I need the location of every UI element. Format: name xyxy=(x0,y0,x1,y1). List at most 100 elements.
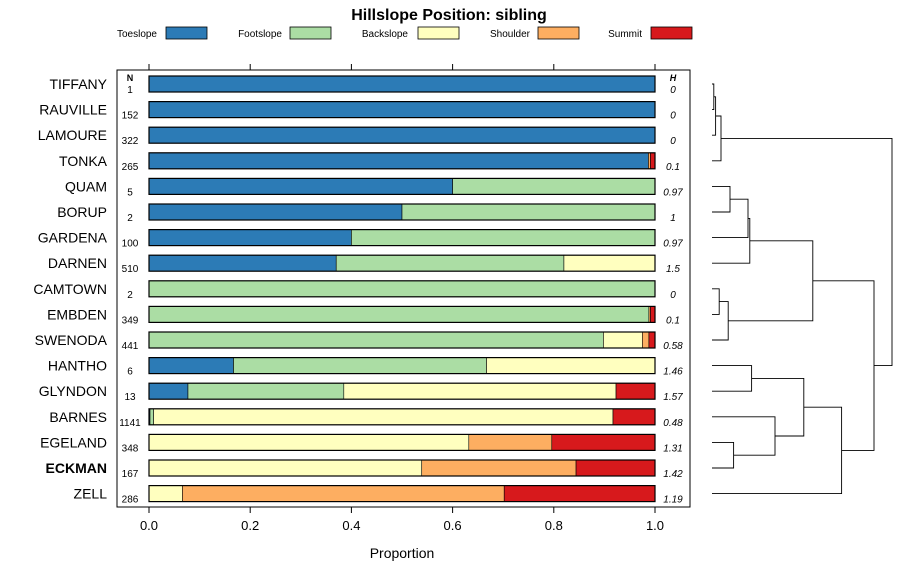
bar-barnes-backslope xyxy=(153,408,614,426)
category-label-eckman: ECKMAN xyxy=(46,460,107,476)
n-label-camtown: 2 xyxy=(127,290,133,301)
legend-label-summit: Summit xyxy=(608,29,642,40)
bar-outline-borup xyxy=(148,203,656,221)
n-label-quam: 5 xyxy=(127,187,133,198)
bar-tiffany-toeslope xyxy=(148,75,656,93)
h-label-glyndon: 1.57 xyxy=(663,392,683,403)
bar-hantho-backslope xyxy=(486,357,656,374)
bar-camtown-footslope xyxy=(148,280,656,298)
bar-glyndon-backslope xyxy=(343,382,617,400)
dendrogram-branch xyxy=(712,406,843,495)
bar-outline-camtown xyxy=(148,280,656,298)
h-label-quam: 0.97 xyxy=(663,187,683,198)
category-label-zell: ZELL xyxy=(74,486,108,502)
n-label-egeland: 348 xyxy=(122,443,139,454)
h-label-egeland: 1.31 xyxy=(663,443,682,454)
bar-egeland-backslope xyxy=(148,434,470,451)
legend-swatch-shoulder xyxy=(537,26,580,40)
h-label-tiffany: 0 xyxy=(670,85,676,96)
bar-outline-glyndon xyxy=(148,382,656,400)
bar-lamoure-toeslope xyxy=(148,126,656,144)
n-label-lamoure: 322 xyxy=(122,136,139,147)
plot-frame xyxy=(116,69,691,508)
bar-swenoda-backslope xyxy=(603,331,643,349)
n-label-darnen: 510 xyxy=(122,264,139,275)
n-label-borup: 2 xyxy=(127,213,133,224)
h-column-header: H xyxy=(670,73,677,83)
category-label-borup: BORUP xyxy=(57,204,107,220)
x-tick-label: 0.6 xyxy=(444,518,462,533)
bars-group xyxy=(148,75,656,503)
x-axis: 0.0 0.2 0.4 0.6 0.8 1.0 xyxy=(140,64,664,533)
category-label-camtown: CAMTOWN xyxy=(33,281,107,297)
bar-zell-summit xyxy=(503,485,656,502)
bar-outline-barnes xyxy=(148,408,656,426)
bar-outline-quam xyxy=(148,177,656,195)
bar-tonka-summit xyxy=(650,152,656,170)
legend-label-toeslope: Toeslope xyxy=(117,29,157,40)
n-label-tonka: 265 xyxy=(122,162,139,173)
category-label-gardena: GARDENA xyxy=(38,230,108,246)
x-tick-label: 0.2 xyxy=(241,518,259,533)
bar-outline-lamoure xyxy=(148,126,656,144)
x-axis-title: Proportion xyxy=(370,545,435,561)
category-label-tiffany: TIFFANY xyxy=(49,76,107,92)
n-label-barnes: 1141 xyxy=(119,418,141,429)
bar-outline-embden xyxy=(148,305,656,323)
bar-barnes-footslope xyxy=(149,408,154,426)
category-label-swenoda: SWENODA xyxy=(35,332,108,348)
dendrogram-branch xyxy=(712,115,722,162)
bar-tonka-shoulder xyxy=(648,152,651,170)
n-label-hantho: 6 xyxy=(127,367,133,378)
dendrogram-branch xyxy=(712,365,753,392)
category-label-lamoure: LAMOURE xyxy=(38,127,107,143)
category-label-quam: QUAM xyxy=(65,178,107,194)
dendrogram-branch xyxy=(712,301,729,341)
bar-embden-summit xyxy=(650,306,656,323)
dendrogram-branch xyxy=(751,377,805,437)
n-label-swenoda: 441 xyxy=(122,341,139,352)
bar-darnen-toeslope xyxy=(148,254,337,272)
category-label-rauville: RAUVILLE xyxy=(39,102,107,118)
legend-label-footslope: Footslope xyxy=(238,29,282,40)
bar-outline-eckman xyxy=(148,459,656,477)
bar-outline-hantho xyxy=(148,357,656,375)
bar-rauville-toeslope xyxy=(148,101,656,118)
dendrogram-branch xyxy=(721,137,893,367)
legend-label-backslope: Backslope xyxy=(362,29,409,40)
bar-borup-footslope xyxy=(401,203,656,221)
h-label-borup: 1 xyxy=(670,213,676,224)
bar-gardena-toeslope xyxy=(148,229,352,246)
bar-hantho-footslope xyxy=(233,357,487,374)
h-label-rauville: 0 xyxy=(670,111,676,122)
category-label-tonka: TONKA xyxy=(59,153,108,169)
x-tick-label: 0.8 xyxy=(545,518,563,533)
dendrogram-branch xyxy=(712,441,735,469)
n-label-glyndon: 13 xyxy=(124,392,136,403)
chart-title: Hillslope Position: sibling xyxy=(351,7,547,24)
bar-embden-footslope xyxy=(148,306,650,323)
bar-quam-toeslope xyxy=(148,178,453,195)
category-label-embden: EMBDEN xyxy=(47,306,107,322)
bar-hantho-toeslope xyxy=(148,357,234,374)
bar-eckman-shoulder xyxy=(421,459,577,477)
bar-zell-shoulder xyxy=(182,485,505,502)
bar-swenoda-shoulder xyxy=(642,331,650,349)
bar-tonka-toeslope xyxy=(148,152,649,170)
n-label-zell: 286 xyxy=(122,495,139,506)
n-column-header: N xyxy=(127,73,134,83)
bar-darnen-backslope xyxy=(563,254,656,272)
category-label-egeland: EGELAND xyxy=(40,434,107,450)
n-label-eckman: 167 xyxy=(122,469,139,480)
bar-zell-backslope xyxy=(148,485,183,502)
legend-swatch-summit xyxy=(650,26,693,40)
h-label-tonka: 0.1 xyxy=(666,162,680,173)
legend-swatch-footslope xyxy=(289,26,332,40)
bar-eckman-backslope xyxy=(148,459,423,477)
bar-outline-gardena xyxy=(148,229,656,247)
bar-egeland-summit xyxy=(551,434,656,451)
h-label-barnes: 0.48 xyxy=(663,418,683,429)
h-label-eckman: 1.42 xyxy=(663,469,683,480)
